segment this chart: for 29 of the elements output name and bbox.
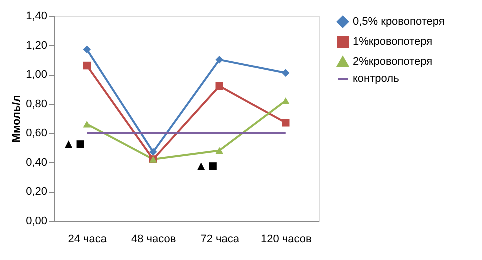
point bbox=[83, 46, 91, 54]
y-tick-label: 0,80 bbox=[26, 98, 48, 110]
point bbox=[216, 56, 224, 64]
annotation: ▲ ■ bbox=[197, 161, 218, 172]
legend-label: 0,5% кровопотеря bbox=[353, 16, 445, 28]
x-tick-label: 24 часа bbox=[68, 234, 108, 246]
point bbox=[216, 82, 224, 90]
legend-label: 2%кровопотеря bbox=[353, 56, 433, 68]
point bbox=[282, 69, 290, 77]
annotation: ▲ ■ bbox=[64, 139, 86, 150]
point bbox=[150, 148, 158, 156]
x-tick-label: 72 часа bbox=[200, 234, 240, 246]
y-tick-label: 1,20 bbox=[26, 40, 48, 52]
point bbox=[83, 62, 91, 70]
y-tick-label: 1,40 bbox=[26, 10, 48, 22]
legend-label: контроль bbox=[353, 73, 400, 85]
x-tick-label: 48 часов bbox=[132, 234, 176, 246]
y-axis-title: Ммоль/л bbox=[11, 95, 24, 143]
y-tick-label: 0,20 bbox=[26, 186, 48, 198]
point bbox=[216, 147, 224, 154]
point bbox=[83, 121, 91, 128]
point bbox=[282, 98, 290, 104]
y-tick-label: 0,60 bbox=[26, 128, 48, 140]
y-tick-label: 1,00 bbox=[26, 69, 48, 82]
legend-label: 1%кровопотеря bbox=[353, 36, 433, 48]
point bbox=[282, 119, 290, 127]
y-tick-label: 0,00 bbox=[26, 216, 48, 228]
x-tick-label: 120 часов bbox=[260, 234, 312, 246]
y-tick-label: 0,40 bbox=[26, 156, 48, 169]
